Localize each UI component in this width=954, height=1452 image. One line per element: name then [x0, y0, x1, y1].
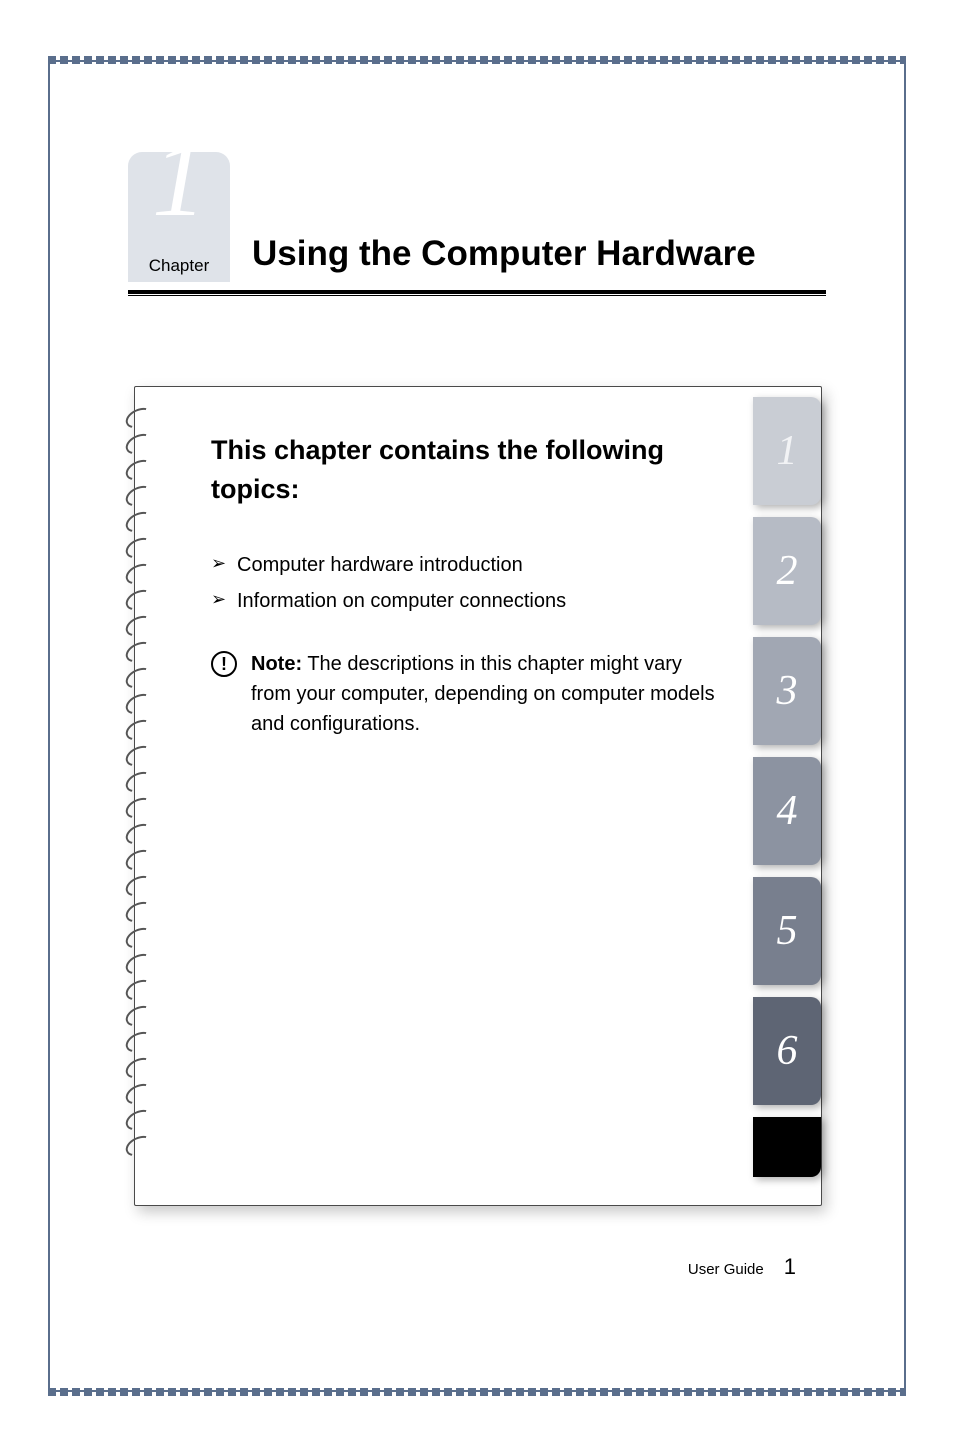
spiral-ring [123, 820, 156, 848]
spiral-ring [123, 898, 156, 926]
spiral-ring [123, 1002, 156, 1030]
chapter-tab[interactable]: 3 [753, 637, 821, 745]
spiral-ring [123, 560, 156, 588]
content-card: This chapter contains the following topi… [134, 386, 822, 1206]
chapter-tab[interactable]: 4 [753, 757, 821, 865]
spiral-ring [123, 846, 156, 874]
spiral-ring [123, 404, 156, 432]
page-frame: 1 Chapter Using the Computer Hardware Th… [48, 60, 906, 1392]
spiral-ring [123, 508, 156, 536]
spiral-ring [123, 716, 156, 744]
spiral-ring [123, 586, 156, 614]
spiral-ring [123, 950, 156, 978]
chapter-header-row: 1 Chapter Using the Computer Hardware [128, 152, 826, 282]
spiral-ring [123, 1028, 156, 1056]
frame-dash-bottom [48, 1388, 906, 1396]
spiral-ring [123, 482, 156, 510]
spiral-ring [123, 430, 156, 458]
chapter-tabs: 1 2 3 4 5 6 [753, 397, 823, 1177]
chapter-number: 1 [128, 126, 230, 234]
spiral-ring [123, 1080, 156, 1108]
topic-list-item: Information on computer connections [211, 583, 781, 619]
chapter-tab[interactable]: 1 [753, 397, 821, 505]
tabs-bottom-cap [753, 1117, 821, 1177]
footer-label: User Guide [688, 1261, 764, 1278]
spiral-ring [123, 768, 156, 796]
chapter-tab[interactable]: 6 [753, 997, 821, 1105]
note-body: The descriptions in this chapter might v… [251, 653, 715, 735]
page-number: 1 [784, 1254, 796, 1280]
topic-list: Computer hardware introductionInformatio… [211, 547, 781, 619]
spiral-ring [123, 638, 156, 666]
spiral-ring [123, 1106, 156, 1134]
chapter-tab[interactable]: 2 [753, 517, 821, 625]
note-text: Note: The descriptions in this chapter m… [251, 649, 721, 739]
page-inner: 1 Chapter Using the Computer Hardware Th… [128, 152, 826, 1300]
spiral-ring [123, 690, 156, 718]
spiral-ring [123, 612, 156, 640]
alert-icon: ! [211, 651, 237, 677]
topic-list-item: Computer hardware introduction [211, 547, 781, 583]
spiral-ring [123, 456, 156, 484]
section-heading: This chapter contains the following topi… [211, 431, 711, 509]
note-block: ! Note: The descriptions in this chapter… [211, 649, 721, 739]
spiral-ring [123, 924, 156, 952]
spiral-ring [123, 742, 156, 770]
spiral-binding [125, 409, 155, 1183]
spiral-ring [123, 664, 156, 692]
note-label: Note: [251, 653, 302, 675]
page-footer: User Guide 1 [688, 1254, 796, 1280]
spiral-ring [123, 1054, 156, 1082]
chapter-title: Using the Computer Hardware [252, 234, 756, 282]
chapter-tab[interactable]: 5 [753, 877, 821, 985]
spiral-ring [123, 1132, 156, 1160]
spiral-ring [123, 534, 156, 562]
spiral-ring [123, 976, 156, 1004]
title-divider [128, 290, 826, 296]
chapter-number-box: 1 Chapter [128, 152, 230, 282]
spiral-ring [123, 794, 156, 822]
spiral-ring [123, 872, 156, 900]
chapter-label: Chapter [149, 256, 209, 276]
